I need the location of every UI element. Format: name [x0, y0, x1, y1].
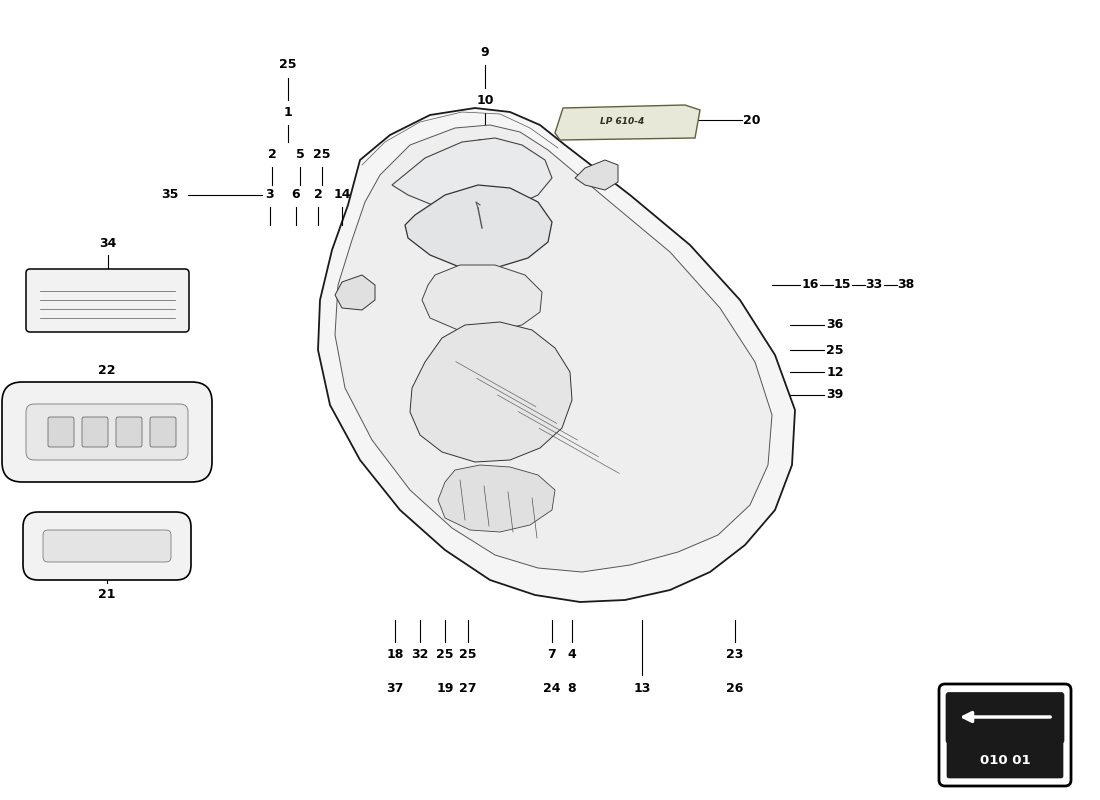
Polygon shape [556, 105, 700, 140]
Text: 13: 13 [634, 682, 651, 694]
Text: 33: 33 [866, 278, 882, 291]
FancyBboxPatch shape [939, 684, 1071, 786]
Text: 27: 27 [453, 183, 471, 197]
FancyBboxPatch shape [116, 417, 142, 447]
Text: 25: 25 [314, 149, 331, 162]
Text: 15: 15 [834, 278, 850, 291]
Text: 35: 35 [162, 189, 178, 202]
Polygon shape [575, 160, 618, 190]
Text: 16: 16 [801, 278, 818, 291]
Text: 24: 24 [543, 682, 561, 694]
FancyBboxPatch shape [26, 269, 189, 332]
FancyBboxPatch shape [82, 417, 108, 447]
Text: 25: 25 [826, 343, 844, 357]
Polygon shape [438, 465, 556, 532]
FancyBboxPatch shape [150, 417, 176, 447]
Text: 19: 19 [437, 682, 453, 694]
Text: 2: 2 [267, 149, 276, 162]
Polygon shape [410, 322, 572, 462]
Text: 25: 25 [279, 58, 297, 71]
FancyBboxPatch shape [2, 382, 212, 482]
FancyBboxPatch shape [23, 512, 191, 580]
Text: 20: 20 [744, 114, 761, 126]
Polygon shape [318, 108, 795, 602]
FancyBboxPatch shape [48, 417, 74, 447]
Polygon shape [336, 275, 375, 310]
Text: 26: 26 [726, 682, 744, 694]
Text: 34: 34 [99, 237, 117, 250]
Polygon shape [405, 185, 552, 268]
Text: a passion for parts since 1985: a passion for parts since 1985 [448, 430, 713, 530]
Text: LP 610-4: LP 610-4 [601, 117, 645, 126]
FancyBboxPatch shape [947, 736, 1063, 778]
FancyBboxPatch shape [26, 404, 188, 460]
Text: 6: 6 [292, 189, 300, 202]
Text: 11: 11 [476, 138, 494, 151]
Text: 8: 8 [568, 682, 576, 694]
Text: 36: 36 [826, 318, 844, 331]
Polygon shape [422, 265, 542, 332]
Text: 25: 25 [460, 649, 476, 662]
Text: 9: 9 [481, 46, 490, 58]
Text: 5: 5 [296, 149, 305, 162]
Text: 23: 23 [726, 649, 744, 662]
Text: 39: 39 [826, 389, 844, 402]
Polygon shape [392, 138, 552, 212]
Text: 1: 1 [284, 106, 293, 118]
Text: 22: 22 [98, 363, 116, 377]
Polygon shape [336, 125, 772, 572]
Text: 38: 38 [898, 278, 914, 291]
Text: 14: 14 [333, 189, 351, 202]
Text: 18: 18 [386, 649, 404, 662]
Text: 4: 4 [568, 649, 576, 662]
Text: 17: 17 [429, 183, 447, 197]
Text: 25: 25 [529, 174, 547, 186]
Text: 21: 21 [98, 589, 116, 602]
Text: 32: 32 [411, 649, 429, 662]
Text: 12: 12 [826, 366, 844, 378]
Text: 7: 7 [548, 649, 557, 662]
Text: 27: 27 [460, 682, 476, 694]
Text: 37: 37 [386, 682, 404, 694]
Text: 3: 3 [266, 189, 274, 202]
Text: 010 01: 010 01 [980, 754, 1031, 766]
Text: 25: 25 [437, 649, 453, 662]
Text: eurosparts: eurosparts [414, 378, 686, 422]
Text: 2: 2 [314, 189, 322, 202]
FancyBboxPatch shape [946, 692, 1064, 743]
FancyBboxPatch shape [43, 530, 170, 562]
Text: 10: 10 [476, 94, 494, 106]
